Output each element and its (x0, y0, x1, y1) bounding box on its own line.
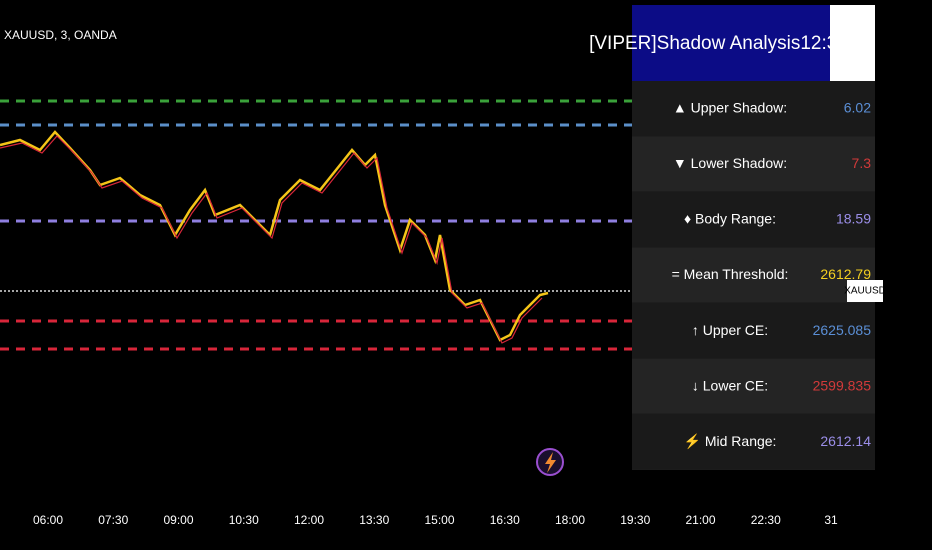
table-header (632, 5, 830, 81)
table-row (632, 192, 875, 247)
row-label: ▲ Upper Shadow: (673, 99, 787, 115)
row-label: = Mean Threshold: (672, 266, 789, 282)
price-trace-shadow (0, 135, 543, 344)
row-value: 2599.835 (813, 377, 872, 393)
time-label: 13:30 (359, 513, 389, 527)
table-row (632, 81, 875, 136)
time-label: 15:00 (424, 513, 454, 527)
table-row (632, 136, 875, 192)
time-label: 18:00 (555, 513, 585, 527)
row-label: ↑ Upper CE: (692, 322, 768, 338)
row-label: ♦ Body Range: (684, 211, 776, 227)
table-row (632, 414, 875, 469)
time-label: 06:00 (33, 513, 63, 527)
time-label: 10:30 (229, 513, 259, 527)
row-label: ▼ Lower Shadow: (673, 155, 787, 171)
row-value: 18.59 (836, 211, 871, 227)
row-label: ⚡ Mid Range: (684, 433, 777, 450)
table-row (632, 303, 875, 358)
symbol-label: XAUUSD, 3, OANDA (4, 28, 117, 42)
table-row (632, 358, 875, 414)
time-label: 07:30 (98, 513, 128, 527)
price-trace (0, 130, 549, 342)
time-label: 22:30 (751, 513, 781, 527)
header-cell (830, 5, 875, 81)
time-label: 12:00 (294, 513, 324, 527)
time-label: 09:00 (163, 513, 193, 527)
price-tag: XAUUSD (844, 286, 886, 297)
time-label: 31 (824, 513, 838, 527)
time-label: 19:30 (620, 513, 650, 527)
time-label: 16:30 (490, 513, 520, 527)
time-label: 21:00 (685, 513, 715, 527)
row-value: 2612.14 (820, 433, 871, 449)
row-value: 7.3 (852, 155, 872, 171)
row-value: 2612.79 (820, 266, 871, 282)
row-value: 6.02 (844, 99, 871, 115)
table-row (632, 247, 875, 303)
row-label: ↓ Lower CE: (692, 377, 768, 393)
price-tag-box (847, 280, 883, 302)
table-title: [VIPER]Shadow Analysis12:32:11 (589, 33, 873, 54)
alert-icon-bolt (545, 452, 556, 473)
row-value: 2625.085 (813, 322, 872, 338)
